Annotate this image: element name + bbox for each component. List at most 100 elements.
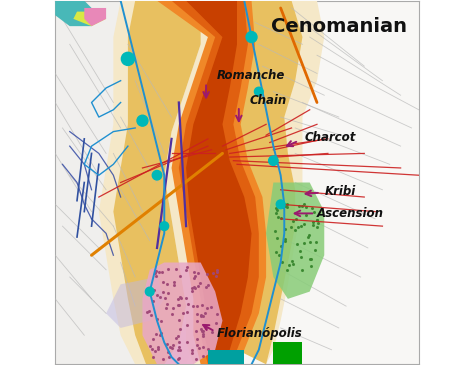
Point [198, 327, 205, 333]
Point [289, 261, 297, 267]
Point [164, 266, 172, 272]
Point [152, 331, 159, 337]
Polygon shape [73, 12, 106, 26]
Point [199, 313, 207, 319]
Point [208, 348, 216, 354]
Point [308, 263, 315, 269]
Polygon shape [55, 1, 230, 364]
Point [204, 346, 212, 352]
Point [154, 316, 161, 322]
Point [176, 347, 184, 353]
Point [308, 257, 315, 262]
Point [164, 349, 172, 355]
Point [213, 311, 221, 317]
Point [213, 269, 220, 275]
Point [157, 330, 164, 336]
Point [287, 224, 295, 230]
Point [297, 247, 304, 253]
Point [183, 339, 191, 345]
Point [164, 301, 171, 307]
Point [199, 303, 206, 308]
Point [281, 204, 288, 210]
Point [183, 309, 191, 315]
Point [300, 241, 308, 246]
Polygon shape [237, 1, 302, 364]
Point [199, 328, 207, 334]
Point [145, 287, 152, 293]
Point [207, 304, 215, 310]
Point [195, 345, 202, 351]
Text: Florianópolis: Florianópolis [217, 327, 303, 340]
Point [143, 309, 150, 315]
Point [182, 295, 190, 301]
Point [158, 269, 165, 275]
Point [174, 333, 182, 339]
Point [310, 223, 317, 228]
Point [200, 344, 207, 350]
Circle shape [137, 115, 148, 126]
Point [174, 296, 182, 302]
Point [183, 322, 191, 328]
Point [176, 273, 184, 279]
Point [198, 314, 205, 319]
Point [162, 305, 170, 311]
Polygon shape [273, 342, 302, 364]
Point [273, 235, 280, 241]
Polygon shape [150, 1, 259, 364]
Point [156, 333, 164, 338]
Point [196, 280, 204, 285]
Text: Ascension: Ascension [317, 207, 384, 220]
Point [176, 294, 183, 300]
Point [281, 238, 288, 244]
Point [299, 267, 306, 273]
Point [149, 346, 156, 352]
Text: Chain: Chain [250, 94, 287, 107]
Point [188, 350, 196, 356]
Point [285, 262, 292, 268]
Point [153, 268, 160, 273]
Point [154, 292, 161, 298]
Point [146, 308, 153, 314]
Point [313, 224, 321, 230]
Point [189, 285, 196, 291]
Point [151, 287, 158, 293]
Point [198, 328, 206, 334]
Point [199, 331, 207, 337]
Text: Romanche: Romanche [217, 69, 285, 82]
Point [292, 216, 300, 222]
Text: Cenomanian: Cenomanian [271, 17, 407, 36]
Polygon shape [208, 350, 244, 364]
Point [193, 318, 201, 324]
Point [155, 344, 162, 350]
Point [314, 220, 321, 226]
Polygon shape [55, 1, 99, 26]
Circle shape [276, 200, 285, 209]
Point [274, 214, 282, 220]
Polygon shape [266, 1, 324, 364]
Point [191, 273, 199, 279]
Circle shape [269, 156, 278, 165]
Point [289, 218, 297, 224]
Point [310, 209, 318, 215]
Point [154, 346, 162, 352]
Point [298, 254, 305, 260]
Polygon shape [106, 277, 164, 328]
Point [298, 203, 306, 209]
Point [281, 201, 288, 207]
Point [272, 228, 279, 234]
Point [309, 219, 317, 225]
Point [202, 325, 210, 331]
Point [205, 350, 212, 356]
Point [191, 269, 198, 275]
Point [298, 223, 305, 229]
Text: Charcot: Charcot [304, 131, 356, 143]
Point [175, 345, 183, 350]
Point [272, 249, 280, 255]
Point [189, 303, 197, 309]
Polygon shape [172, 1, 259, 364]
Point [176, 316, 183, 322]
Point [301, 222, 308, 227]
Point [272, 205, 280, 211]
Circle shape [152, 170, 162, 180]
Point [272, 210, 280, 216]
